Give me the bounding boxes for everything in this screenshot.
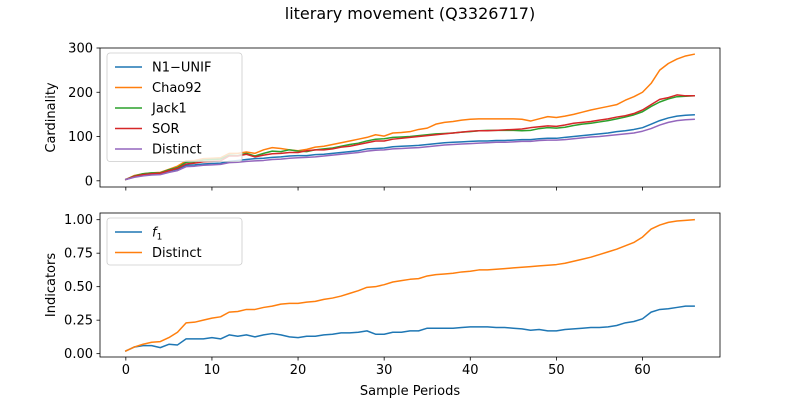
figure-title: literary movement (Q3326717) xyxy=(285,4,535,23)
legend-entry: Distinct xyxy=(152,246,202,261)
x-tick-label: 0 xyxy=(122,363,130,378)
y-tick-label: 0.50 xyxy=(64,280,93,295)
x-axis-label: Sample Periods xyxy=(360,384,460,399)
axes-frame xyxy=(99,212,721,358)
legend-entry: f1 xyxy=(152,226,162,243)
y-tick-label: 1.00 xyxy=(64,213,93,228)
series-line-distinct xyxy=(124,118,695,181)
x-tick-label: 10 xyxy=(204,363,221,378)
y-tick-label: 100 xyxy=(68,130,93,145)
x-tick-label: 50 xyxy=(548,363,565,378)
x-tick-label: 30 xyxy=(376,363,393,378)
y-tick-label: 0.75 xyxy=(64,247,93,262)
series-line-n1-unif xyxy=(124,114,695,181)
axes-frame xyxy=(99,47,721,188)
panel-cardinality: 0 100 200 300 Cardinality N1−UNIF Chao92 Jack1 S… xyxy=(44,42,721,191)
x-tick-label: 40 xyxy=(462,363,479,378)
legend-entry: N1−UNIF xyxy=(152,61,211,76)
y-tick-label: 200 xyxy=(68,86,93,101)
series-line-f1 xyxy=(124,305,695,352)
y-axis-label: Cardinality xyxy=(44,82,59,153)
y-tick-label: 0.00 xyxy=(64,347,93,362)
y-tick-label: 300 xyxy=(68,42,93,57)
y-tick-label: 0.25 xyxy=(64,314,93,329)
legend-box xyxy=(106,52,243,162)
panel-indicators: 0.00 0.25 0.50 0.75 1.00 0 10 20 30 40 50 60 Indicat… xyxy=(44,212,721,399)
legend-entry: Chao92 xyxy=(152,81,202,96)
y-axis-label: Indicators xyxy=(44,253,59,317)
x-tick-label: 60 xyxy=(634,363,651,378)
y-tick-label: 0 xyxy=(85,174,93,189)
series-line-distinct xyxy=(124,218,695,352)
x-tick-label: 20 xyxy=(290,363,307,378)
legend-entry: SOR xyxy=(152,122,180,137)
legend-entry: Distinct xyxy=(152,143,202,158)
legend-entry: Jack1 xyxy=(151,102,187,117)
